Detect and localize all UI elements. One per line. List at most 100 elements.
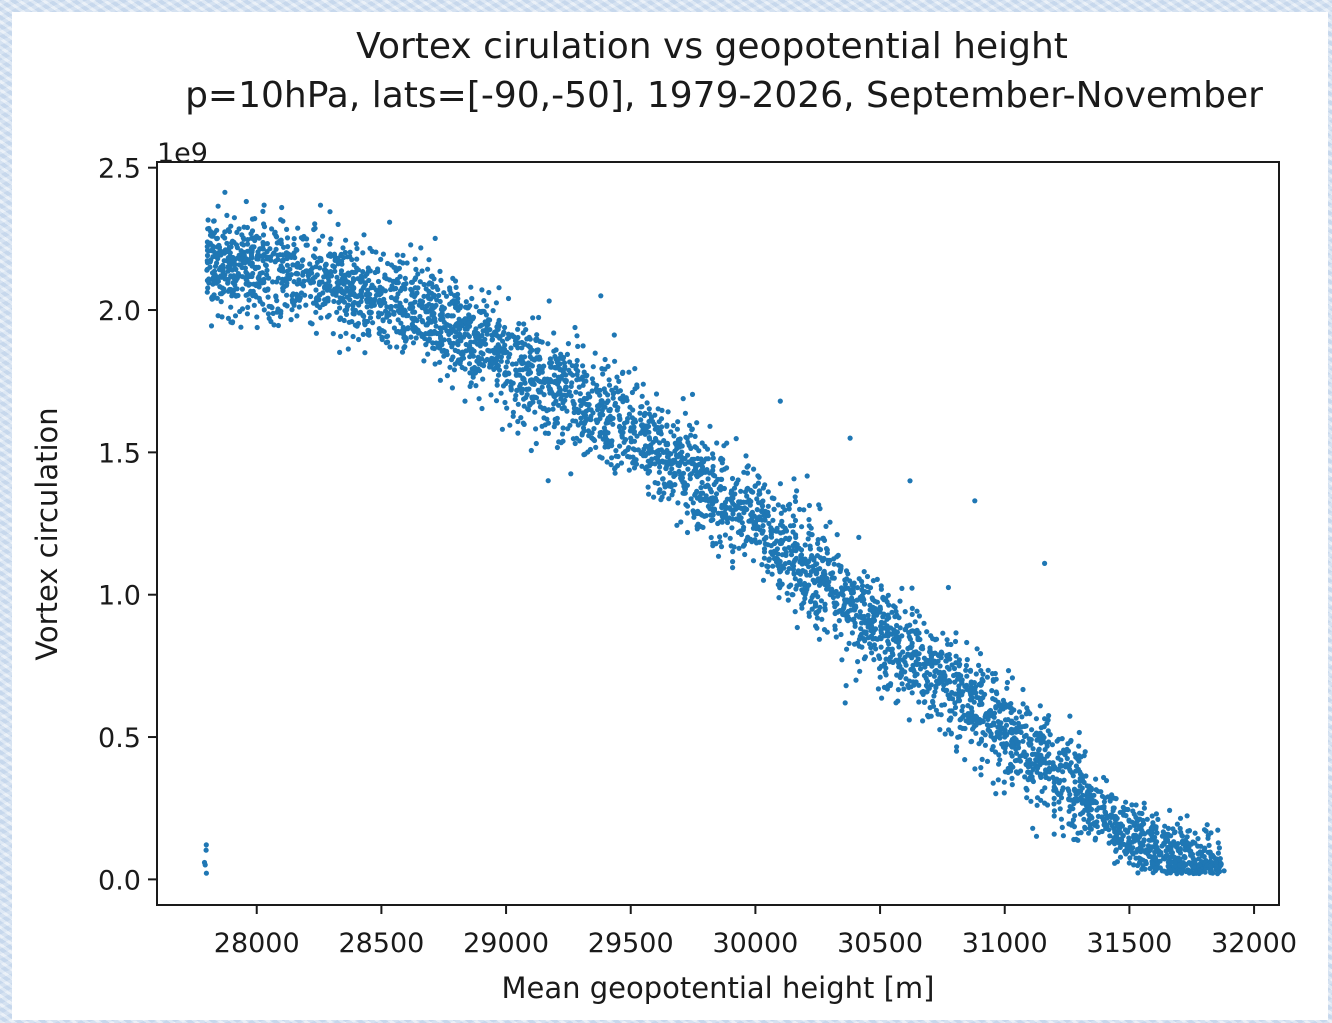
scatter-point [760,577,767,583]
scatter-point [559,405,565,412]
scatter-point [802,580,808,587]
scatter-point [244,311,250,317]
scatter-point [205,285,211,291]
scatter-point [1051,801,1057,807]
scatter-point [907,478,913,484]
scatter-point [384,314,390,320]
scatter-point [222,189,228,195]
scatter-point [844,616,850,623]
scatter-point [997,704,1003,710]
scatter-point [705,503,712,509]
scatter-point [953,748,960,754]
scatter-point [946,727,952,733]
scatter-point [499,346,505,352]
scatter-point [410,340,417,346]
scatter-point [488,392,494,398]
scatter-point [318,257,324,264]
scatter-point [986,728,993,734]
scatter-point [987,711,994,717]
scatter-point [660,476,666,482]
scatter-point [488,364,494,370]
scatter-point [214,236,220,242]
scatter-point [989,688,995,694]
scatter-point [261,276,267,282]
scatter-point [476,396,482,402]
scatter-point [844,646,850,652]
scatter-point [1205,849,1211,855]
scatter-point [791,571,797,577]
scatter-point [254,324,260,331]
scatter-point [219,265,225,271]
scatter-point [708,489,715,495]
scatter-point [453,284,459,290]
scatter-point [851,641,858,647]
scatter-point [239,286,245,292]
y-tick-label: 0.0 [98,865,141,896]
scatter-point [1004,732,1010,738]
scatter-point [1045,728,1051,734]
y-tick-label: 1.0 [98,581,141,612]
scatter-point [884,599,890,605]
scatter-point [608,462,614,468]
scatter-point [283,276,289,282]
scatter-point [1008,750,1014,756]
scatter-point [742,551,748,558]
scatter-point [797,506,803,512]
scatter-point [971,699,977,705]
scatter-point [1079,785,1085,791]
scatter-point [1004,679,1011,686]
scatter-point [432,361,438,367]
scatter-point [915,636,921,643]
scatter-point [518,386,524,392]
scatter-point [1153,811,1159,817]
scatter-point [498,390,504,396]
scatter-point [1042,785,1048,791]
scatter-point [652,435,659,442]
scatter-point [249,273,255,280]
scatter-point [984,674,991,680]
scatter-point [419,268,425,274]
scatter-point [1201,827,1208,833]
scatter-point [1035,765,1041,771]
scatter-point [840,606,846,612]
scatter-point [613,385,619,391]
scatter-point [591,437,598,444]
scatter-point [832,610,838,617]
scatter-point [919,643,925,650]
scatter-point [885,646,891,652]
scatter-point [277,252,283,258]
scatter-point [699,479,705,486]
scatter-point [807,546,814,552]
scatter-point [1051,813,1057,819]
scatter-point [905,682,911,688]
scatter-point [560,425,566,431]
scatter-point [1150,870,1156,876]
scatter-point [1126,817,1132,823]
scatter-point [906,717,912,723]
scatter-point [496,285,502,291]
scatter-point [1174,821,1180,827]
scatter-point [666,496,672,502]
scatter-point [1067,713,1073,719]
scatter-point [262,287,268,293]
scatter-point [672,448,678,454]
scatter-point [627,428,634,434]
scatter-point [951,672,957,679]
scatter-point [583,373,590,379]
scatter-point [1085,819,1091,825]
scatter-point [533,440,539,447]
scatter-point [793,534,799,541]
scatter-point [913,652,919,658]
scatter-point [520,330,526,336]
scatter-point [910,662,916,668]
scatter-point [775,502,781,508]
scatter-point [1126,860,1132,866]
scatter-point [690,500,696,506]
scatter-point [932,689,938,695]
scatter-point [1011,720,1017,726]
scatter-point [425,316,432,322]
scatter-point [284,262,290,268]
scatter-point [377,284,383,290]
scatter-point [376,310,382,316]
scatter-point [606,382,613,388]
